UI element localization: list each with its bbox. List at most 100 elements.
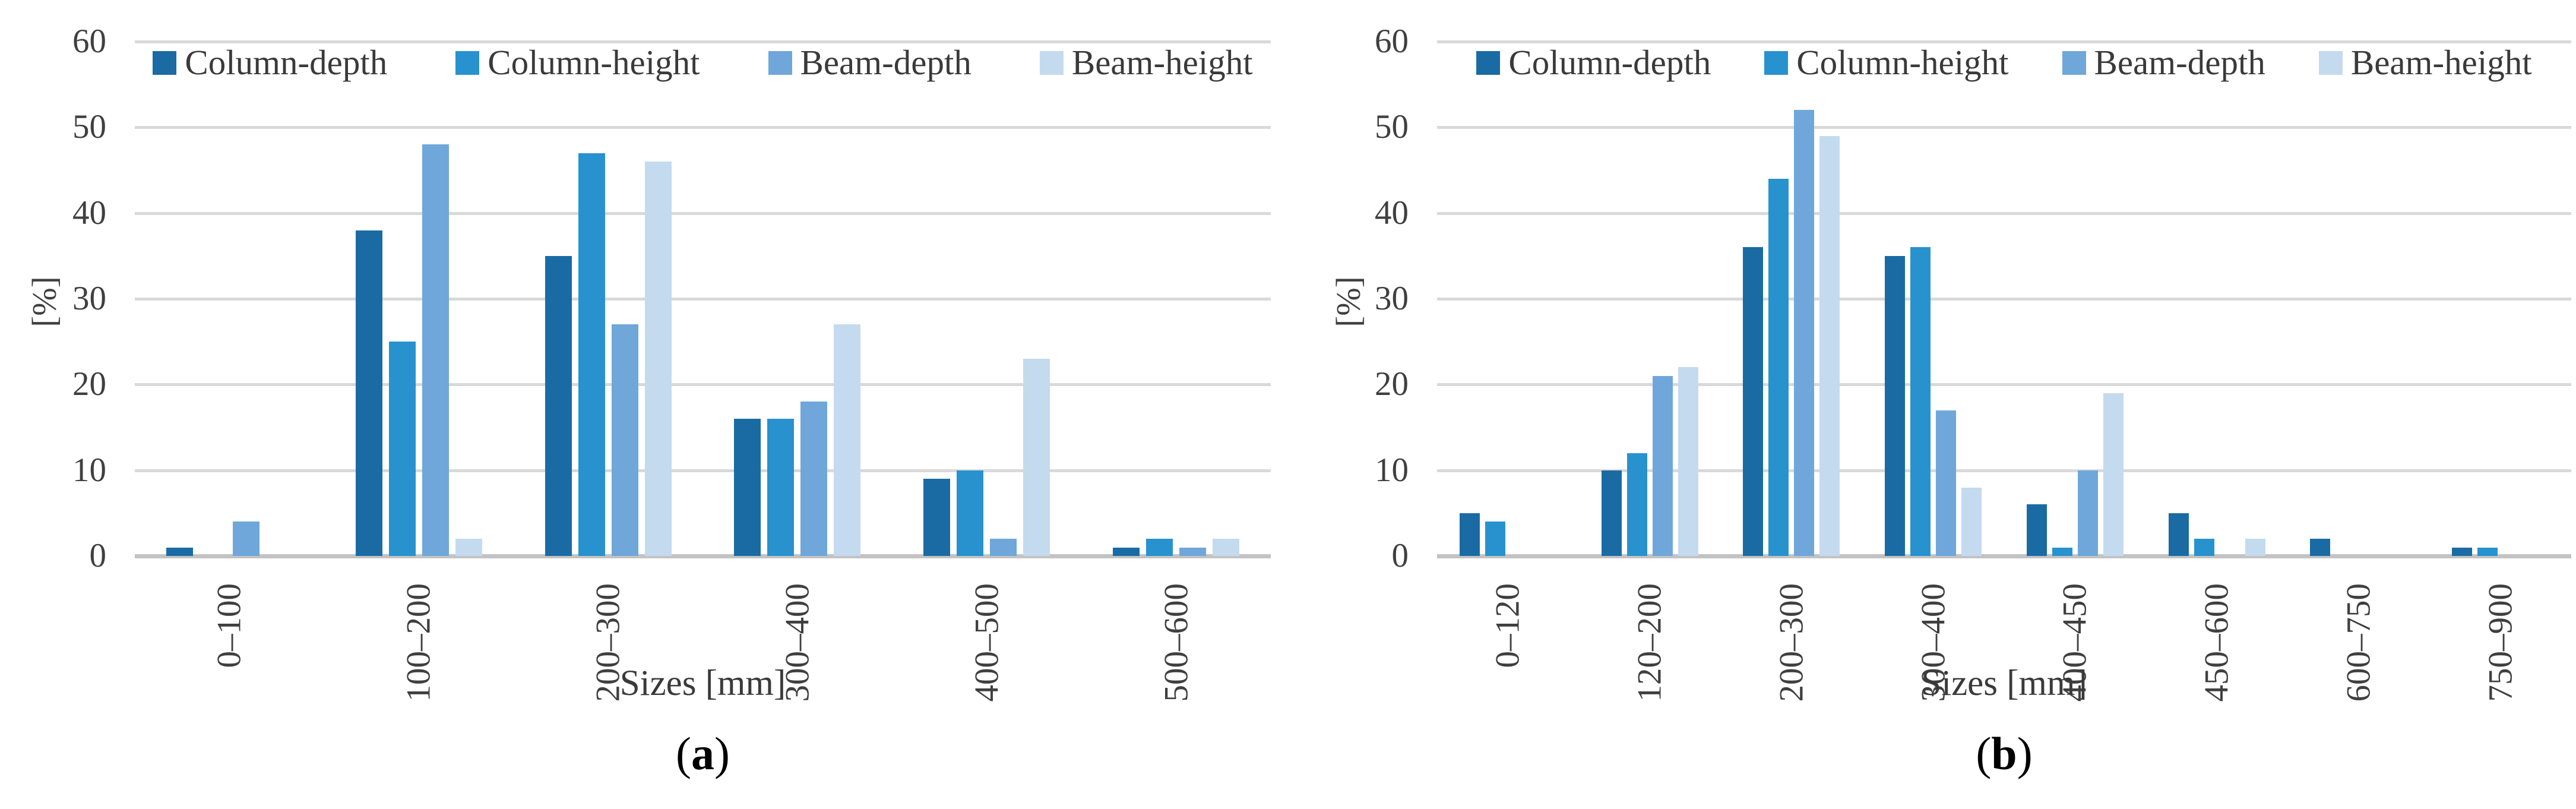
legend-label: Column-height (1796, 43, 2009, 82)
legend-item-beam-height: Beam-height (1039, 43, 1253, 82)
bar-beam-depth (1936, 410, 1956, 556)
bar-column-depth (2310, 539, 2330, 556)
y-tick-label: 50 (1375, 108, 1409, 146)
chart-caption: (a) (135, 727, 1271, 780)
bar-beam-height (834, 324, 860, 556)
bar-column-depth (1602, 470, 1622, 556)
legend-swatch-icon (1039, 50, 1064, 75)
y-tick-label: 20 (72, 365, 106, 403)
bar-group (1460, 42, 1556, 556)
bar-beam-height (1213, 539, 1239, 556)
legend-label: Beam-depth (800, 43, 971, 82)
bar-column-depth (2452, 548, 2472, 556)
bar-group (2452, 42, 2549, 556)
bar-column-height (767, 419, 794, 556)
bar-column-height (1485, 522, 1505, 556)
x-axis-title: Sizes [mm] (1921, 663, 2087, 703)
bar-beam-depth (612, 324, 638, 556)
bar-column-depth (1885, 256, 1905, 556)
x-axis-line (1437, 554, 2571, 558)
caption-paren-close: ) (714, 728, 730, 779)
legend-swatch-icon (153, 50, 177, 75)
bar-column-depth (166, 548, 193, 556)
x-axis-line (135, 554, 1271, 558)
legend-item-column-height: Column-height (455, 45, 700, 80)
bar-column-depth (545, 256, 572, 556)
bar-column-height (1146, 539, 1173, 556)
legend-item-beam-depth: Beam-depth (768, 45, 971, 80)
y-axis-title: [%] (26, 276, 64, 327)
caption-paren-open: ( (676, 728, 691, 779)
gridline (1437, 126, 2571, 129)
legend-item-beam-depth: Beam-depth (2062, 45, 2265, 80)
y-tick-label: 40 (1375, 194, 1409, 232)
bar-group (356, 42, 482, 556)
bar-beam-depth (2078, 470, 2098, 556)
bar-beam-height (455, 539, 482, 556)
bar-beam-depth (1794, 110, 1814, 556)
bar-column-height (578, 153, 605, 556)
bar-column-depth (2169, 513, 2189, 556)
bar-column-height (1768, 179, 1789, 556)
gridline (1437, 40, 2571, 43)
bar-column-height (2194, 539, 2214, 556)
y-tick-label: 0 (89, 537, 107, 574)
bar-beam-depth (1179, 548, 1206, 556)
chart-caption: (b) (1437, 727, 2571, 780)
bar-beam-height (1961, 488, 1982, 556)
legend-item-column-depth: Column-depth (153, 45, 387, 80)
bar-beam-height (1819, 136, 1840, 556)
caption-letter: a (691, 728, 714, 779)
bar-beam-depth (990, 539, 1017, 556)
x-tick-label: 0–100 (210, 583, 248, 668)
bar-group (166, 42, 293, 556)
bar-column-depth (1460, 513, 1480, 556)
legend-swatch-icon (1764, 50, 1789, 75)
bar-column-height (389, 342, 416, 556)
bar-beam-height (1023, 359, 1050, 556)
bar-column-depth (923, 479, 950, 556)
bar-beam-height (1678, 367, 1698, 556)
bar-column-height (1627, 453, 1647, 556)
legend-label: Column-depth (1508, 43, 1711, 82)
x-axis-title: Sizes [mm] (619, 663, 786, 703)
legend: Column-depth Column-height Beam-depth Beam-… (135, 45, 1271, 80)
bar-group (1113, 42, 1239, 556)
legend-item-beam-height: Beam-height (2318, 43, 2532, 82)
chart-panel-a: 0 10 20 30 40 50 60 [%] Column-depth Column-heigh… (26, 23, 1271, 780)
gridline (135, 40, 1271, 43)
legend-item-column-height: Column-height (1764, 43, 2009, 82)
bar-column-height (1910, 247, 1931, 556)
bar-column-height (957, 470, 983, 556)
caption-paren-open: ( (1976, 728, 1992, 779)
legend: Column-depth Column-height Beam-depth Beam-… (1437, 45, 2571, 80)
y-tick-label: 20 (1375, 365, 1409, 403)
bar-group (545, 42, 672, 556)
bar-beam-height (2245, 539, 2265, 556)
y-tick-label: 30 (72, 280, 106, 317)
x-tick-label: 0–120 (1489, 583, 1527, 668)
chart-panel-b: 0 10 20 30 40 50 60 [%] Column-depth Column-heigh… (1288, 0, 2576, 809)
bar-group (923, 42, 1050, 556)
y-tick-label: 30 (1375, 280, 1409, 317)
y-axis-title: [%] (1330, 276, 1368, 327)
y-tick-label: 0 (1391, 537, 1409, 574)
gridline (135, 212, 1271, 215)
legend-swatch-icon (1476, 50, 1501, 75)
legend-swatch-icon (2062, 50, 2086, 75)
legend-label: Beam-depth (2094, 43, 2265, 82)
bar-column-height (2477, 548, 2498, 556)
bar-column-depth (734, 419, 761, 556)
gridline (1437, 298, 2571, 301)
bar-group (734, 42, 860, 556)
bar-column-depth (1743, 247, 1763, 556)
gridline (135, 383, 1271, 386)
caption-letter: b (1991, 728, 2017, 779)
legend-label: Beam-height (2350, 43, 2532, 82)
bar-beam-depth (800, 402, 827, 556)
legend-label: Beam-height (1071, 43, 1253, 82)
y-tick-label: 40 (72, 194, 106, 232)
gridline (135, 469, 1271, 472)
legend-item-column-depth: Column-depth (1476, 45, 1711, 80)
